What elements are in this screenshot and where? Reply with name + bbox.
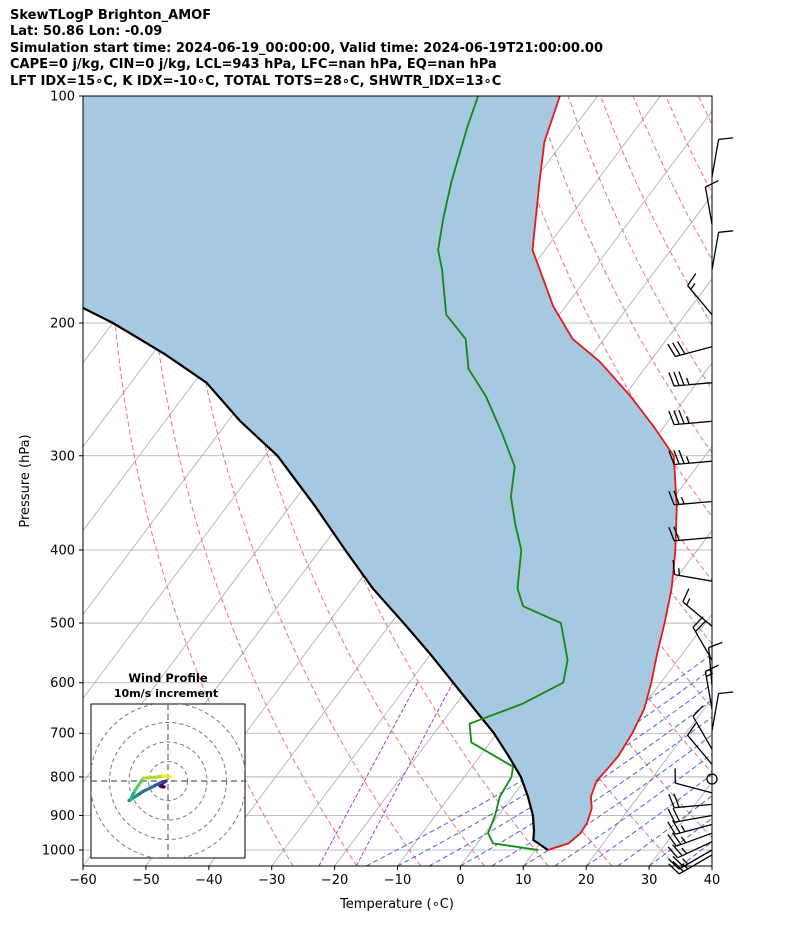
wind-barb: [711, 137, 734, 177]
moist-adiabat-line: [365, 653, 712, 866]
wind-barb: [668, 793, 713, 809]
isotherm-line: [711, 865, 712, 866]
y-axis-label: Pressure (hPa): [18, 434, 33, 527]
dry-adiabat-line: [209, 96, 485, 866]
moist-adiabat-line: [680, 841, 712, 866]
x-tick-label: 20: [578, 873, 595, 888]
wind-barb: [687, 273, 713, 316]
wind-barb: [668, 849, 713, 870]
wind-barb: [682, 588, 713, 627]
moist-adiabat-line: [585, 773, 712, 866]
wind-barb: [667, 832, 713, 847]
title-line-cape: CAPE=0 j/kg, CIN=0 j/kg, LCL=943 hPa, LF…: [10, 57, 497, 73]
moist-adiabat-line: [523, 734, 712, 866]
wind-barb: [668, 371, 713, 387]
title-line-location: Lat: 50.86 Lon: -0.09: [10, 24, 163, 40]
dry-adiabat-line: [665, 96, 712, 194]
hodograph-segment: [166, 774, 172, 779]
y-tick-label: 900: [50, 809, 75, 824]
wind-barb: [672, 560, 713, 582]
cin-cape-shading: [83, 96, 677, 850]
mixing-ratio-line: [318, 682, 418, 866]
y-tick-label: 200: [50, 316, 75, 331]
dry-adiabat-line: [241, 96, 549, 866]
hodograph-subtitle: 10m/s increment: [114, 687, 218, 700]
dry-adiabat-line: [697, 96, 712, 127]
x-tick-label: −30: [258, 873, 285, 888]
title-line-indices: LFT IDX=15∘C, K IDX=-10∘C, TOTAL TOTS=28…: [10, 73, 502, 89]
temperature-line: [531, 96, 678, 851]
hodograph-segment: [142, 775, 158, 780]
wind-barb-calm: [706, 773, 718, 785]
x-tick-label: −20: [321, 873, 348, 888]
moist-adiabat-line: [617, 795, 712, 866]
dry-adiabat-line: [535, 96, 712, 454]
y-tick-label: 400: [50, 543, 75, 558]
wind-barb: [692, 705, 713, 750]
wind-barb: [711, 230, 734, 270]
wind-barb: [668, 526, 713, 542]
y-tick-label: 800: [50, 770, 75, 785]
wind-barb: [668, 449, 713, 466]
dry-adiabat-line: [143, 96, 358, 866]
y-tick-label: 100: [50, 90, 75, 105]
hodograph-title: Wind Profile: [128, 671, 208, 685]
x-tick-label: −40: [195, 873, 222, 888]
wind-barb: [667, 807, 713, 823]
x-tick-label: 40: [704, 873, 721, 888]
dewpoint-line: [437, 96, 569, 851]
y-tick-label: 300: [50, 449, 75, 464]
x-tick-label: −10: [384, 873, 411, 888]
wind-barb: [668, 854, 713, 875]
title-line-station: SkewTLogP Brighton_AMOF: [10, 8, 212, 23]
wind-barb: [708, 641, 723, 686]
x-tick-label: 10: [515, 873, 532, 888]
wind-barb: [704, 664, 719, 710]
wind-barb: [668, 409, 713, 426]
x-tick-label: 30: [641, 873, 658, 888]
wind-barb: [667, 820, 713, 835]
moist-adiabat-line: [711, 865, 712, 866]
dry-adiabat-line: [731, 96, 794, 866]
parcel-profile-line: [83, 306, 549, 851]
dry-adiabat-line: [764, 96, 794, 866]
y-tick-label: 500: [50, 617, 75, 632]
wind-barb: [674, 768, 713, 794]
moist-adiabat-line: [428, 683, 712, 866]
wind-barb: [711, 691, 734, 732]
x-axis-label: Temperature (∘C): [339, 897, 454, 912]
hodograph-ring: [148, 761, 188, 801]
wind-barb: [687, 722, 713, 765]
isotherm-line: [83, 96, 95, 112]
x-tick-label: −50: [132, 873, 159, 888]
wind-barb: [704, 180, 719, 225]
dry-adiabat-line: [108, 96, 294, 866]
chart-title-block: SkewTLogP Brighton_AMOF Lat: 50.86 Lon: …: [10, 8, 603, 90]
mixing-ratio-line: [355, 682, 454, 866]
hodograph-segment: [141, 785, 154, 794]
y-tick-label: 1000: [42, 844, 75, 859]
title-line-times: Simulation start time: 2024-06-19_00:00:…: [10, 40, 603, 56]
wind-barb: [667, 841, 713, 859]
wind-barb: [667, 341, 713, 358]
isotherm-line: [585, 697, 712, 866]
x-tick-label: −60: [69, 873, 96, 888]
y-tick-label: 600: [50, 676, 75, 691]
wind-barb: [692, 616, 713, 661]
x-tick-label: 0: [456, 873, 464, 888]
y-tick-label: 700: [50, 727, 75, 742]
wind-barb: [668, 490, 713, 506]
